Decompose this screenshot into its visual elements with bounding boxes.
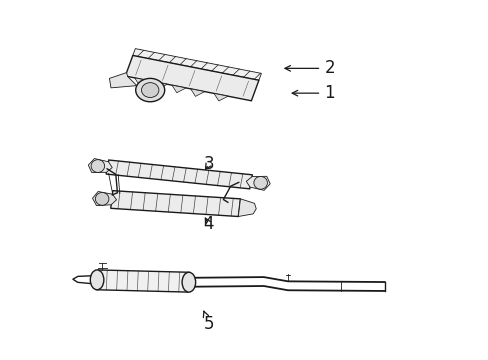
Ellipse shape xyxy=(141,83,159,98)
Polygon shape xyxy=(190,89,204,96)
Polygon shape xyxy=(214,94,227,101)
Ellipse shape xyxy=(91,160,104,172)
Ellipse shape xyxy=(95,193,109,205)
Polygon shape xyxy=(125,55,258,101)
Polygon shape xyxy=(238,199,256,216)
Polygon shape xyxy=(246,176,270,190)
Polygon shape xyxy=(97,270,189,292)
Text: 1: 1 xyxy=(292,84,334,102)
Ellipse shape xyxy=(90,270,103,290)
Polygon shape xyxy=(92,192,116,206)
Text: 2: 2 xyxy=(285,59,334,77)
Polygon shape xyxy=(134,78,148,85)
Ellipse shape xyxy=(182,272,195,292)
Text: 4: 4 xyxy=(203,215,213,233)
Polygon shape xyxy=(106,160,252,189)
Ellipse shape xyxy=(136,78,164,102)
Polygon shape xyxy=(88,158,112,172)
Polygon shape xyxy=(110,191,240,216)
Polygon shape xyxy=(172,85,185,93)
Text: 3: 3 xyxy=(203,155,214,173)
Ellipse shape xyxy=(253,176,267,189)
Polygon shape xyxy=(153,81,167,89)
Polygon shape xyxy=(109,73,137,88)
Polygon shape xyxy=(133,49,261,80)
Text: 5: 5 xyxy=(203,311,213,333)
